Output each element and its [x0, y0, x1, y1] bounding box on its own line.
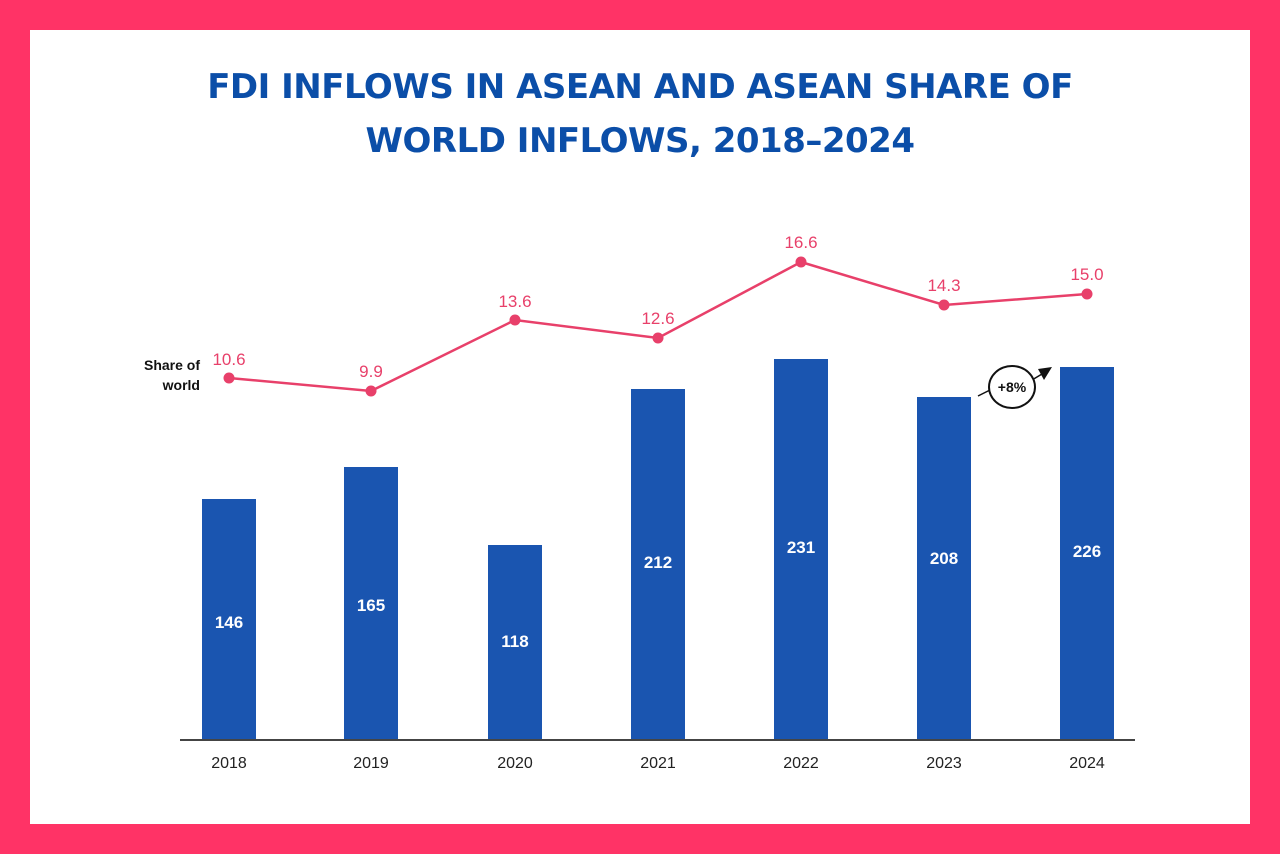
bar-value: 165 — [356, 596, 386, 615]
bar-2024 — [1060, 367, 1114, 740]
bar-2022 — [774, 359, 828, 740]
x-tick: 2022 — [783, 755, 819, 772]
bar-value: 146 — [214, 613, 244, 632]
x-tick: 2023 — [926, 755, 962, 772]
bar-2021 — [631, 389, 685, 740]
share-value: 14.3 — [927, 276, 961, 295]
share-of-world-label: Share of world — [120, 355, 200, 395]
bar-2023 — [917, 397, 971, 740]
share-value: 12.6 — [641, 309, 675, 328]
share-value: 13.6 — [498, 292, 532, 311]
share-value: 16.6 — [784, 233, 818, 252]
bar-2018 — [202, 499, 256, 740]
share-value: 9.9 — [359, 362, 383, 381]
growth-badge: +8% — [988, 365, 1036, 409]
bar-value: 212 — [643, 553, 673, 572]
x-tick: 2024 — [1069, 755, 1105, 772]
bar-value: 118 — [501, 632, 529, 651]
title-line-1: FDI INFLOWS IN ASEAN AND ASEAN SHARE OF — [207, 67, 1073, 107]
bar-value: 226 — [1072, 542, 1102, 561]
x-tick: 2018 — [211, 755, 247, 772]
x-tick: 2020 — [497, 755, 533, 772]
x-tick: 2021 — [640, 755, 676, 772]
bar-value: 208 — [929, 549, 959, 568]
title-line-2: WORLD INFLOWS, 2018–2024 — [365, 121, 916, 161]
share-value: 10.6 — [212, 350, 246, 369]
arrow-icon — [1038, 367, 1052, 380]
bar-2020 — [488, 545, 542, 740]
share-label-1: Share of — [143, 357, 200, 373]
bar-2019 — [344, 467, 398, 740]
x-tick: 2019 — [353, 755, 389, 772]
bar-value: 231 — [786, 538, 816, 557]
share-value: 15.0 — [1070, 265, 1104, 284]
x-axis — [180, 739, 1135, 741]
share-label-2: world — [162, 377, 200, 393]
chart-title: FDI INFLOWS IN ASEAN AND ASEAN SHARE OF … — [0, 60, 1280, 168]
